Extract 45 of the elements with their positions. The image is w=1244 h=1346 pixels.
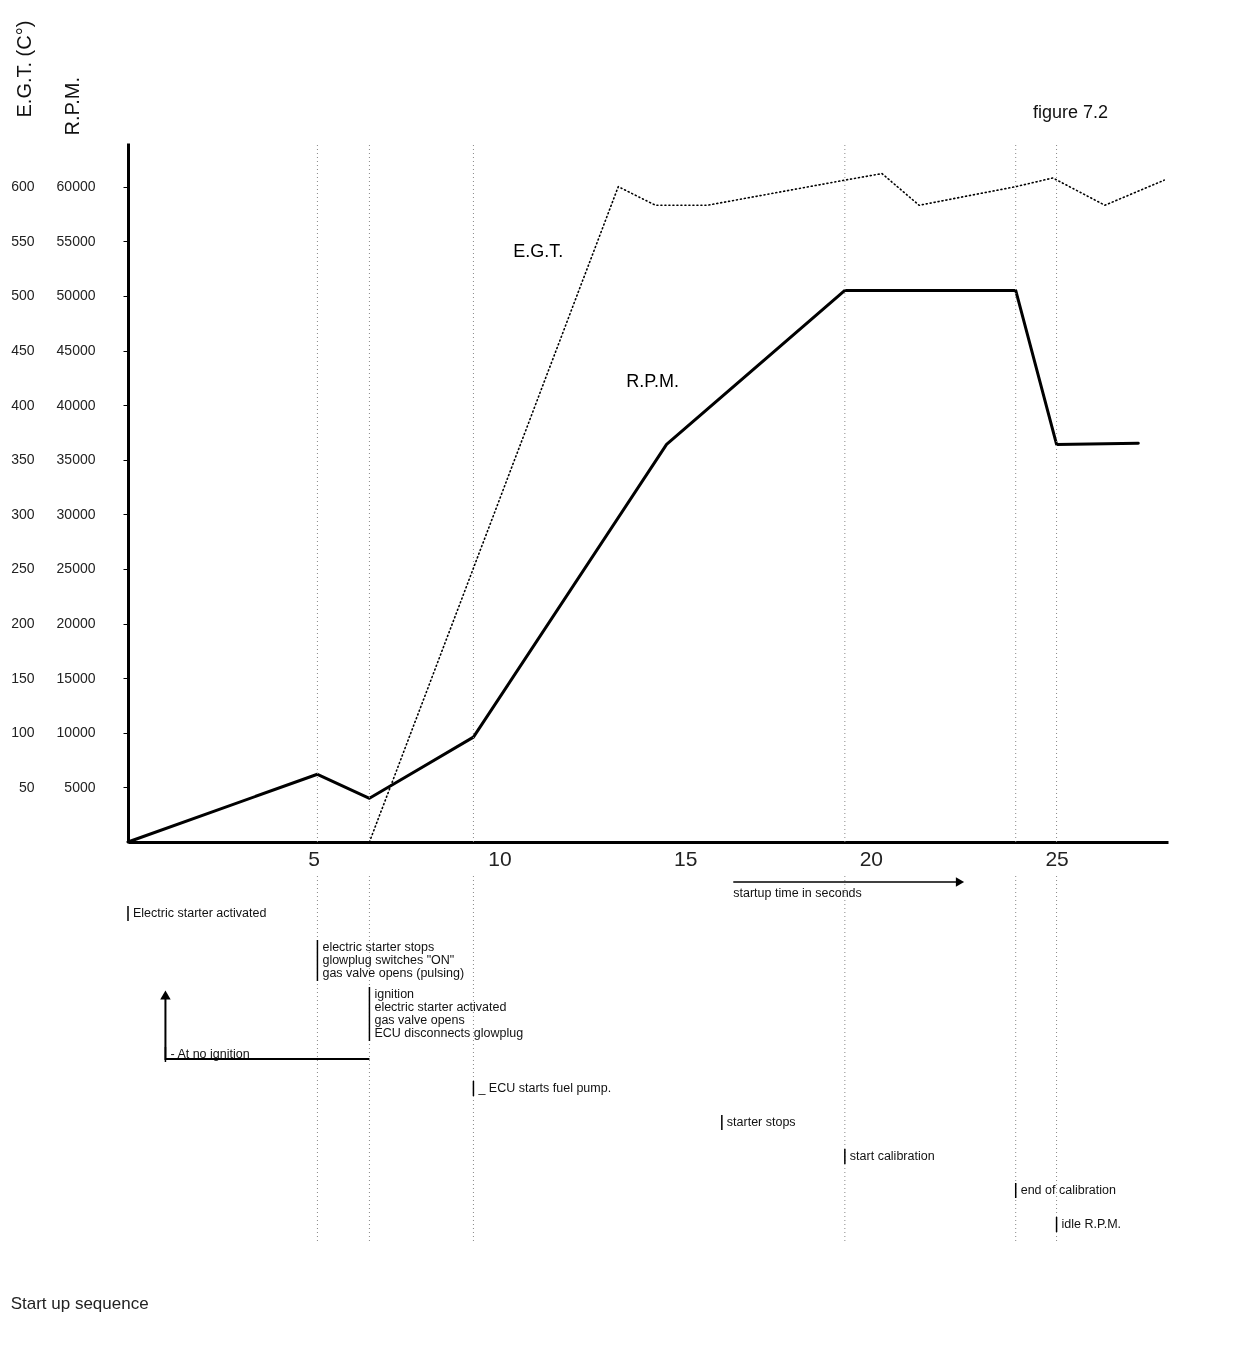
text: electric starter stops glowplug switches "ON" gas valve opens (pulsing) xyxy=(322,940,465,980)
y-tick-label: 10000 xyxy=(56,724,96,741)
text: end of calibration xyxy=(1020,1183,1116,1197)
x-tick-label: 5 xyxy=(308,846,321,870)
y-tick-label: 25000 xyxy=(56,560,96,577)
text: - At no ignition xyxy=(170,1047,250,1061)
text: ignition electric starter activated gas valve opens ECU disconnects glowplug xyxy=(374,987,524,1040)
y2-tick-label: 550 xyxy=(11,232,35,249)
y2-tick-label: 50 xyxy=(18,778,35,795)
y2-tick-label: 600 xyxy=(11,178,35,195)
text: starter stops xyxy=(726,1115,796,1129)
text: idle R.P.M. xyxy=(1061,1217,1122,1231)
y-axis-title: R.P.M. xyxy=(60,76,83,136)
text: _ ECU starts fuel pump. xyxy=(477,1081,612,1095)
x-axis-title: startup time in seconds xyxy=(733,886,862,900)
y-tick-label: 30000 xyxy=(56,505,96,522)
x-tick-label: 10 xyxy=(488,846,512,870)
y2-tick-label: 100 xyxy=(11,724,35,741)
caption: figure 7.2 xyxy=(1032,102,1108,122)
x-tick-label: 20 xyxy=(859,846,884,870)
y-tick-label: 55000 xyxy=(56,232,96,249)
text: start calibration xyxy=(849,1149,935,1163)
series-label: E.G.T. xyxy=(513,240,564,261)
x-tick-label: 15 xyxy=(673,846,698,870)
y-tick-label: 5000 xyxy=(64,778,96,795)
y2-tick-label: 400 xyxy=(11,396,35,413)
y2-tick-label: 200 xyxy=(11,615,35,632)
y2-tick-label: 300 xyxy=(11,505,35,522)
x-tick-label: 25 xyxy=(1045,846,1069,870)
y2-tick-label: 150 xyxy=(11,669,35,686)
y-tick-label: 35000 xyxy=(56,451,96,468)
series-label: R.P.M. xyxy=(626,371,679,392)
text: Electric starter activated xyxy=(133,906,267,920)
y-tick-label: 45000 xyxy=(56,342,96,359)
y2-tick-label: 250 xyxy=(11,560,35,577)
y2-axis-title: E.G.T. (C°) xyxy=(12,20,35,118)
y-tick-label: 15000 xyxy=(56,669,96,686)
y2-tick-label: 350 xyxy=(11,451,35,468)
y-tick-label: 20000 xyxy=(56,615,96,632)
y2-tick-label: 500 xyxy=(11,287,35,304)
y-tick-label: 60000 xyxy=(56,178,96,195)
y2-tick-label: 450 xyxy=(11,342,35,359)
y-tick-label: 50000 xyxy=(56,287,96,304)
y-tick-label: 40000 xyxy=(56,396,96,413)
text: Start up sequence xyxy=(10,1294,149,1313)
